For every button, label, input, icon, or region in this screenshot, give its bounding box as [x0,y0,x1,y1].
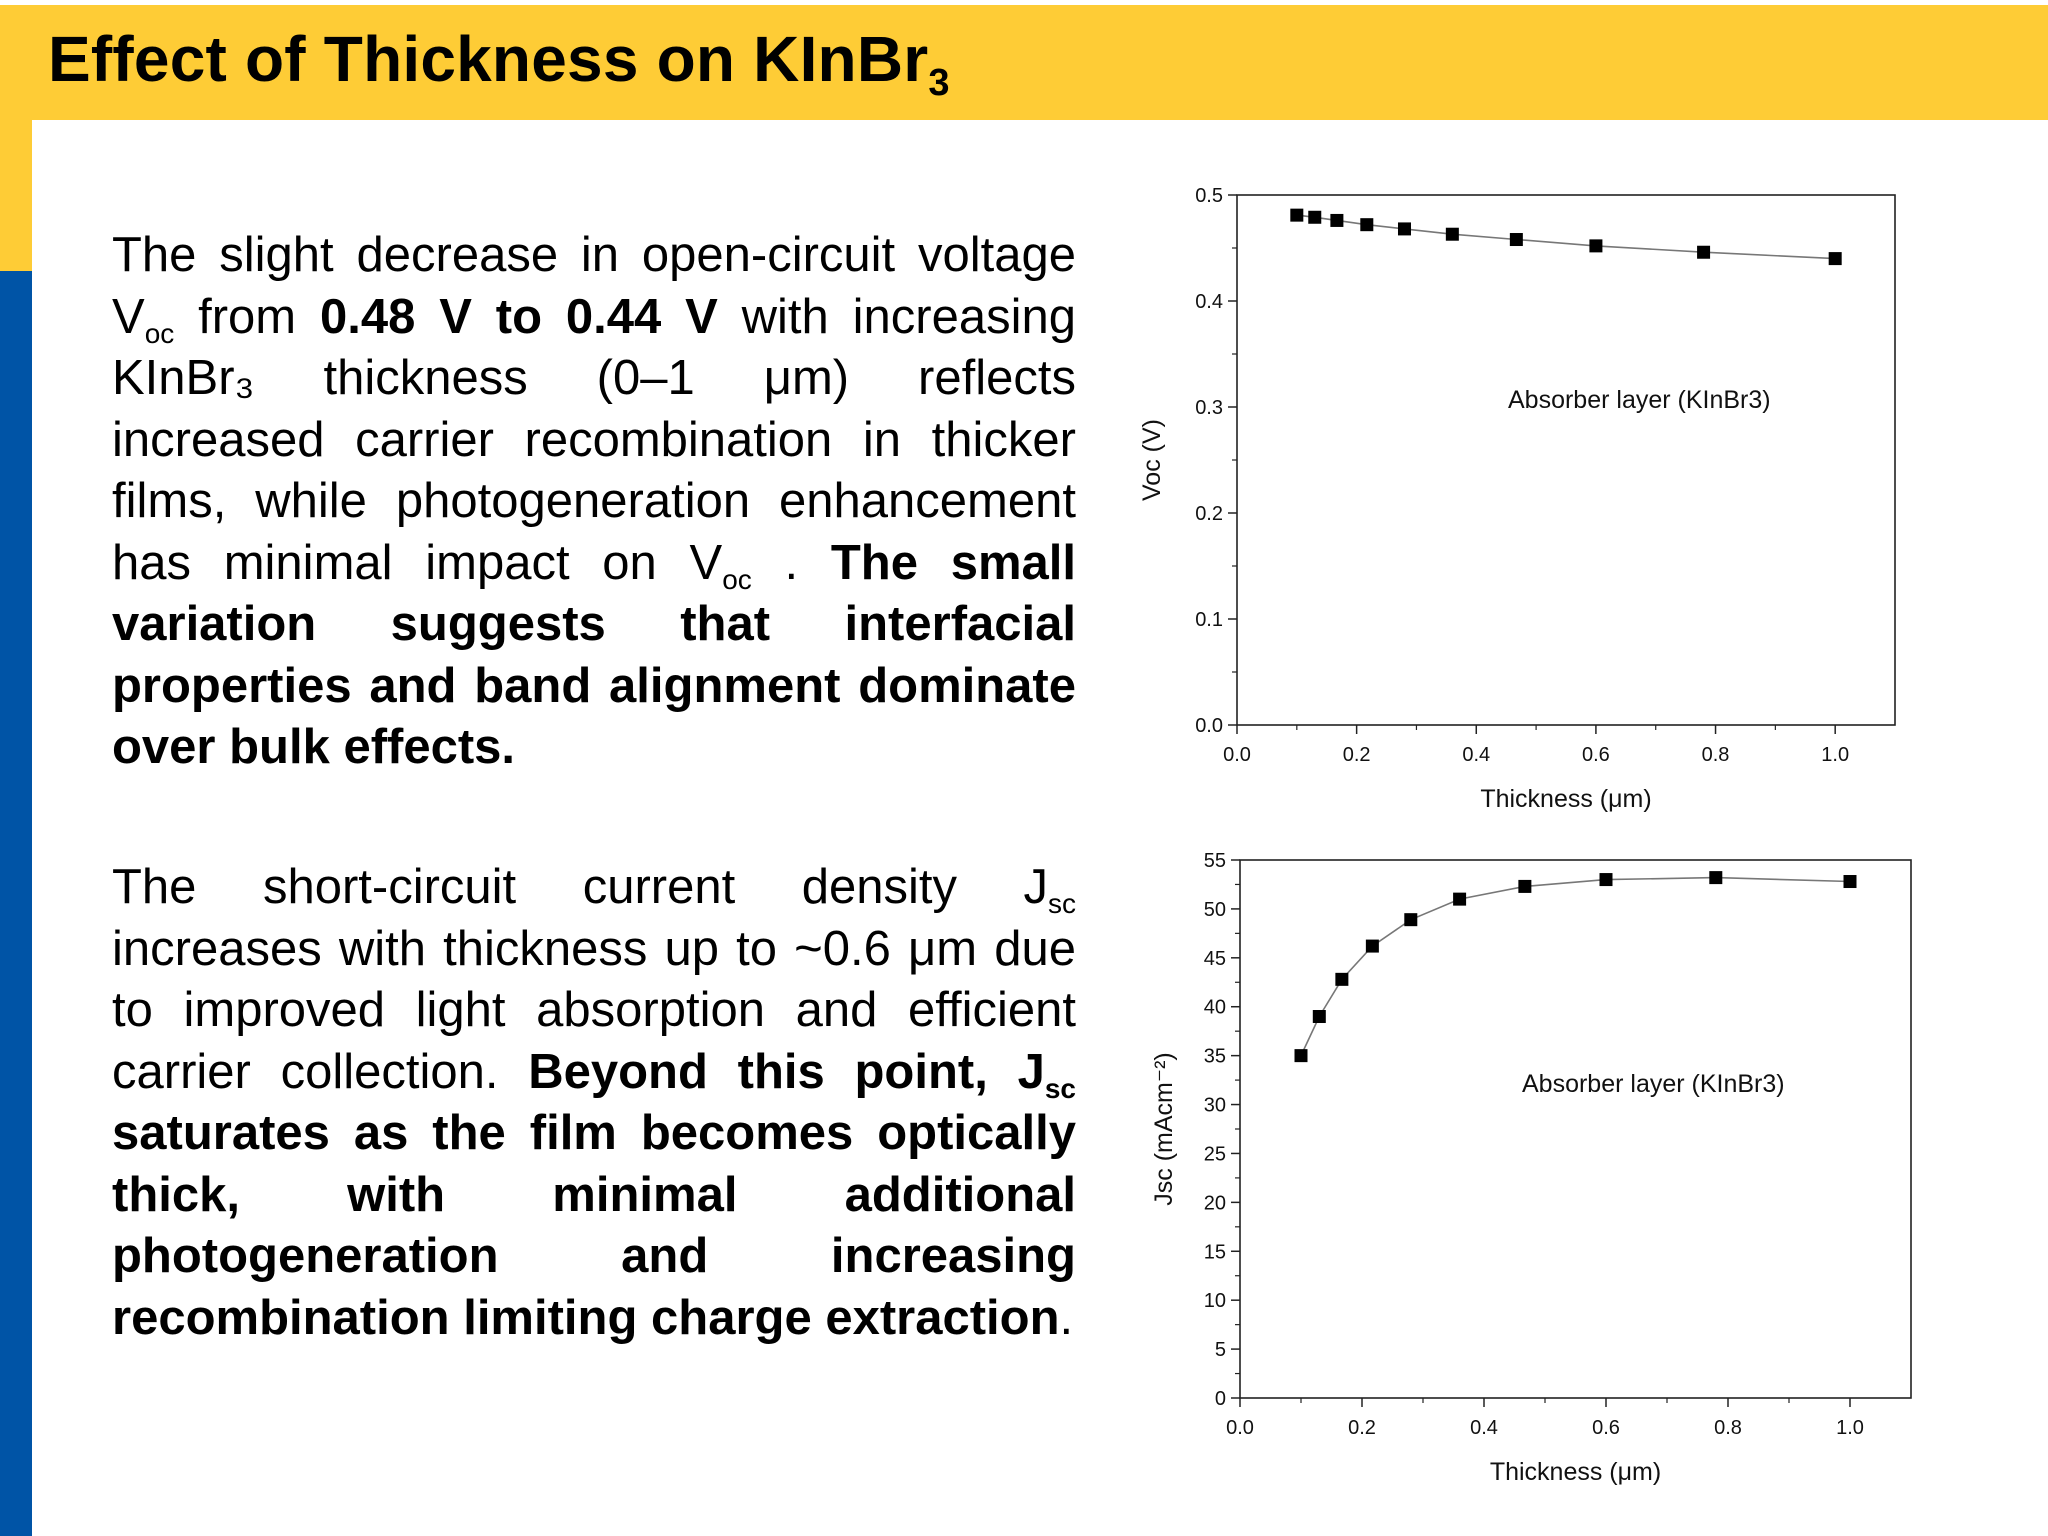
x-tick-label: 0.6 [1592,1417,1620,1439]
y-tick-label: 0.4 [1195,291,1223,313]
y-tick-label: 20 [1204,1192,1226,1214]
y-tick-label: 0.5 [1195,185,1223,207]
data-point [1599,873,1613,887]
y-tick-label: 0 [1215,1388,1226,1410]
data-point [1453,892,1467,906]
y-tick-label: 0.0 [1195,715,1223,737]
y-tick-label: 30 [1204,1095,1226,1117]
y-axis-label: Voc (V) [1138,419,1166,501]
x-tick-label: 0.8 [1702,744,1730,766]
title-bar [0,5,2048,120]
x-tick-label: 0.8 [1714,1417,1742,1439]
y-tick-label: 25 [1204,1143,1226,1165]
data-point [1397,222,1411,236]
jsc-chart-svg: 0.0 0.2 0.4 0.6 0.8 1.0 0 5 10 15 20 25 30 35 40 45 50 55… [1150,850,1912,1486]
data-point [1828,252,1842,266]
jsc-chart: 0.0 0.2 0.4 0.6 0.8 1.0 0 5 10 15 20 25 30 35 40 45 50 55… [1130,840,2048,1500]
x-tick-label: 1.0 [1836,1417,1864,1439]
chart-annotation: Absorber layer (KInBr3) [1508,386,1771,414]
left-accent-yellow [0,5,32,271]
y-tick-label: 0.1 [1195,609,1223,631]
y-tick-label: 45 [1204,948,1226,970]
voc-chart: 0.0 0.2 0.4 0.6 0.8 1.0 0.0 0.1 0.2 0.3 0.4 0.5 Thic… [1130,175,2048,835]
data-point [1445,227,1459,241]
y-tick-label: 55 [1204,850,1226,872]
x-tick-label: 0.2 [1343,744,1371,766]
data-point [1843,875,1857,889]
voc-chart-svg: 0.0 0.2 0.4 0.6 0.8 1.0 0.0 0.1 0.2 0.3 0.4 0.5 Thic… [1138,185,1896,813]
data-point [1509,233,1523,247]
y-tick-label: 0.3 [1195,397,1223,419]
x-tick-label: 1.0 [1821,744,1849,766]
series-line [1300,876,1851,1056]
series-line [1296,214,1836,260]
x-tick-label: 0.2 [1348,1417,1376,1439]
data-point [1335,972,1349,986]
paragraph-voc: The slight decrease in open-circuit volt… [112,228,1077,774]
data-point [1589,239,1603,253]
plot-frame [1236,194,1896,726]
y-tick-label: 50 [1204,899,1226,921]
data-point [1294,1049,1308,1063]
data-point [1312,1010,1326,1024]
data-point [1697,245,1711,259]
x-tick-label: 0.0 [1223,744,1251,766]
y-tick-label: 5 [1215,1339,1226,1361]
y-tick-label: 15 [1204,1241,1226,1263]
data-point [1290,208,1304,222]
data-point [1518,879,1532,893]
data-point [1709,871,1723,885]
y-tick-label: 0.2 [1195,503,1223,525]
y-axis-label: Jsc (mAcm⁻²) [1150,1052,1178,1205]
plot-frame [1239,859,1912,1399]
paragraph-jsc: The short-circuit current density Jsc in… [112,860,1076,1345]
y-tick-label: 35 [1204,1046,1226,1068]
data-point [1360,218,1374,232]
data-point [1308,210,1322,224]
left-accent-blue [0,271,32,1536]
slide-title: Effect of Thickness on KInBr3 [48,23,950,104]
x-tick-label: 0.0 [1226,1417,1254,1439]
y-tick-label: 10 [1204,1290,1226,1312]
chart-annotation: Absorber layer (KInBr3) [1522,1070,1785,1098]
x-tick-label: 0.6 [1582,744,1610,766]
x-axis-label: Thickness (μm) [1490,1458,1661,1486]
x-tick-label: 0.4 [1470,1417,1498,1439]
data-point [1404,913,1418,927]
data-point [1330,213,1344,227]
data-point [1365,939,1379,953]
x-tick-label: 0.4 [1462,744,1490,766]
y-tick-label: 40 [1204,997,1226,1019]
x-axis-label: Thickness (μm) [1480,785,1651,813]
